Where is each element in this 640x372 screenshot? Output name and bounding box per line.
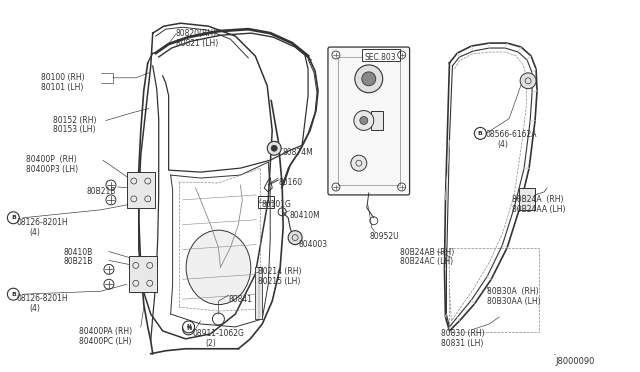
Text: 08126-8201H: 08126-8201H [17, 294, 68, 303]
Text: 80410B: 80410B [63, 247, 92, 257]
Circle shape [354, 110, 374, 131]
Text: 08566-6162A: 08566-6162A [485, 131, 537, 140]
Text: B: B [11, 292, 16, 297]
Text: 80400P3 (LH): 80400P3 (LH) [26, 165, 79, 174]
Text: 80B24AC (LH): 80B24AC (LH) [399, 257, 452, 266]
Text: 804003: 804003 [298, 240, 327, 248]
Text: 80214 (RH): 80214 (RH) [259, 267, 302, 276]
Circle shape [271, 145, 277, 151]
Text: 80831 (LH): 80831 (LH) [442, 339, 484, 348]
Text: 80B30A  (RH): 80B30A (RH) [487, 287, 539, 296]
Text: 80152 (RH): 80152 (RH) [53, 116, 97, 125]
Bar [255, 267, 262, 319]
Circle shape [362, 72, 376, 86]
Text: 80B24A  (RH): 80B24A (RH) [512, 195, 564, 204]
Text: 80B21B: 80B21B [86, 187, 115, 196]
Bar [519, 188, 535, 210]
Text: (4): (4) [497, 140, 508, 149]
Text: 80874M: 80874M [282, 148, 313, 157]
Text: 80400PC (LH): 80400PC (LH) [79, 337, 132, 346]
Text: 80B21B: 80B21B [63, 257, 93, 266]
Text: 80101 (LH): 80101 (LH) [41, 83, 84, 92]
Text: N: N [186, 326, 191, 331]
Text: 80160: 80160 [278, 178, 302, 187]
Text: J8000090: J8000090 [555, 357, 595, 366]
Circle shape [474, 128, 486, 140]
Text: (4): (4) [29, 304, 40, 313]
Bar [129, 256, 157, 292]
Bar [259, 196, 274, 208]
Circle shape [351, 155, 367, 171]
Text: 80101G: 80101G [261, 200, 291, 209]
Circle shape [288, 231, 302, 244]
Text: 80400P  (RH): 80400P (RH) [26, 155, 77, 164]
Text: 80952U: 80952U [370, 232, 399, 241]
Circle shape [268, 141, 281, 155]
Text: (2): (2) [205, 339, 216, 348]
Text: 08126-8201H: 08126-8201H [17, 218, 68, 227]
Circle shape [8, 212, 19, 224]
Text: (4): (4) [29, 228, 40, 237]
Circle shape [182, 323, 195, 335]
Circle shape [520, 73, 536, 89]
Text: 80B30AA (LH): 80B30AA (LH) [487, 297, 541, 306]
Text: 80821 (LH): 80821 (LH) [175, 39, 218, 48]
Circle shape [355, 65, 383, 93]
Text: 80B24AB (RH): 80B24AB (RH) [399, 247, 454, 257]
Text: 80820(RH): 80820(RH) [175, 29, 217, 38]
Circle shape [182, 321, 195, 333]
Text: 08911-1062G: 08911-1062G [193, 329, 244, 338]
Circle shape [8, 288, 19, 300]
Text: SEC.803: SEC.803 [365, 53, 396, 62]
Bar [449, 247, 539, 332]
Text: 80153 (LH): 80153 (LH) [53, 125, 95, 134]
Circle shape [360, 116, 368, 125]
Text: 80B24AA (LH): 80B24AA (LH) [512, 205, 566, 214]
Text: B: B [478, 131, 483, 136]
Text: 80410M: 80410M [289, 211, 320, 220]
Text: 80841: 80841 [228, 295, 252, 304]
Text: 80400PA (RH): 80400PA (RH) [79, 327, 132, 336]
Text: 80100 (RH): 80100 (RH) [41, 73, 85, 82]
Bar [127, 172, 155, 208]
Bar [362, 49, 399, 61]
Text: B: B [11, 215, 16, 220]
Text: N: N [186, 324, 191, 330]
Bar [371, 110, 383, 131]
Ellipse shape [186, 230, 251, 305]
Text: 80830 (RH): 80830 (RH) [442, 329, 485, 338]
Bar [338, 57, 399, 185]
FancyBboxPatch shape [328, 47, 410, 195]
Text: 80215 (LH): 80215 (LH) [259, 277, 301, 286]
